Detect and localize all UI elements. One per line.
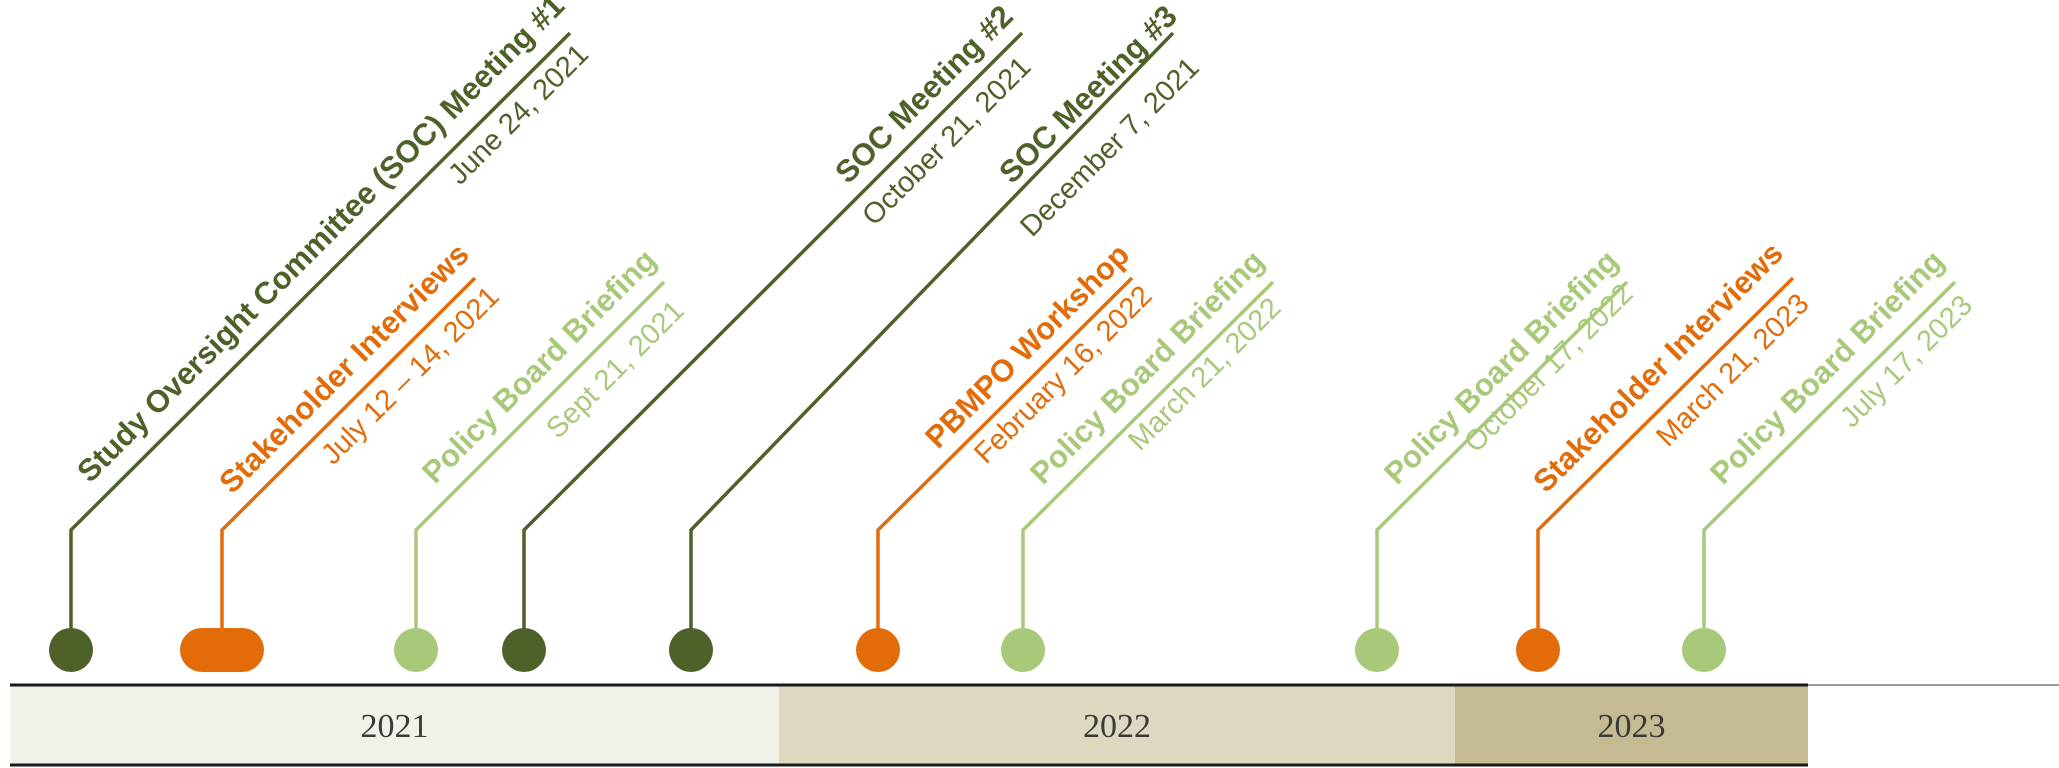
event-leader-line: [220, 276, 477, 650]
event-leader-line: [876, 276, 1134, 650]
event-dot-marker: [669, 628, 713, 672]
year-band-2021: [10, 685, 779, 765]
event-leader-line: [1536, 276, 1795, 650]
year-band-2023: [1455, 685, 1808, 765]
event-dot-marker: [856, 628, 900, 672]
event-dot-marker: [1516, 628, 1560, 672]
year-label-2023: 2023: [1598, 708, 1666, 745]
event-dot-marker: [502, 628, 546, 672]
year-axis: 2021 2022 2023: [10, 683, 2059, 767]
event-leader-line: [69, 31, 572, 650]
event-leader-line: [689, 31, 1175, 650]
event-leader-line: [1702, 280, 1957, 650]
event-leader-line: [414, 280, 666, 650]
event-leader-line: [522, 31, 1024, 650]
event-leader-line: [1021, 280, 1275, 650]
event-dot-marker: [1682, 628, 1726, 672]
event-dot-marker: [49, 628, 93, 672]
event-1: Study Oversight Committee (SOC) Meeting …: [49, 0, 595, 672]
event-dot-marker: [1355, 628, 1399, 672]
event-dot-marker: [1001, 628, 1045, 672]
year-label-2021: 2021: [361, 708, 429, 745]
event-leader-line: [1375, 280, 1629, 650]
event-dot-marker: [394, 628, 438, 672]
event-range-marker: [180, 628, 264, 672]
year-band-2022: [779, 685, 1455, 765]
year-label-2022: 2022: [1083, 708, 1151, 745]
